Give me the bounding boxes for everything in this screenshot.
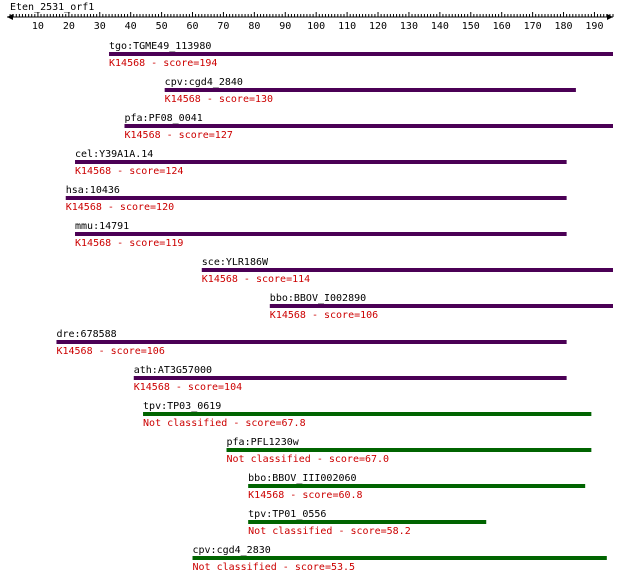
- hit-score-label[interactable]: K14568 - score=114: [202, 274, 310, 285]
- hit-gene-id[interactable]: dre:678588: [56, 329, 116, 340]
- hit-gene-id[interactable]: tpv:TP03_0619: [143, 401, 221, 412]
- ruler-tick-label: 150: [462, 21, 480, 32]
- hit-score-label[interactable]: Not classified - score=58.2: [248, 526, 411, 537]
- hit-gene-id[interactable]: bbo:BBOV_III002060: [248, 473, 356, 484]
- hit-gene-id[interactable]: cpv:cgd4_2830: [193, 545, 271, 556]
- hit-row[interactable]: tgo:TGME49_113980 K14568 - score=194: [109, 41, 613, 69]
- hit-gene-id[interactable]: tpv:TP01_0556: [248, 509, 326, 520]
- hit-score-label[interactable]: Not classified - score=67.0: [227, 454, 390, 465]
- hit-row[interactable]: pfa:PFL1230w Not classified - score=67.0: [226, 437, 592, 465]
- ruler-tick-label: 160: [493, 21, 511, 32]
- hit-alignment-bar[interactable]: [164, 88, 576, 92]
- ruler-tick-label: 190: [585, 21, 603, 32]
- hit-row[interactable]: bbo:BBOV_I002890 K14568 - score=106: [269, 293, 613, 321]
- hit-row[interactable]: tpv:TP03_0619 Not classified - score=67.8: [143, 401, 592, 429]
- ruler-tick-label: 10: [32, 21, 44, 32]
- ruler-tick-label: 60: [186, 21, 198, 32]
- hit-alignment-bar[interactable]: [124, 124, 613, 128]
- hit-score-label[interactable]: K14568 - score=106: [270, 310, 378, 321]
- ruler-tick-label: 180: [554, 21, 572, 32]
- hit-gene-id[interactable]: sce:YLR186W: [202, 257, 269, 268]
- hit-score-label[interactable]: Not classified - score=67.8: [143, 418, 306, 429]
- ruler-tick-label: 170: [524, 21, 542, 32]
- query-title: Eten_2531_orf1: [10, 2, 94, 13]
- hit-score-label[interactable]: K14568 - score=104: [134, 382, 242, 393]
- hit-row[interactable]: hsa:10436 K14568 - score=120: [65, 185, 567, 213]
- ruler-tick-label: 100: [307, 21, 325, 32]
- hit-alignment-bar[interactable]: [75, 160, 567, 164]
- hit-gene-id[interactable]: hsa:10436: [66, 185, 120, 196]
- hit-row[interactable]: sce:YLR186W K14568 - score=114: [201, 257, 614, 285]
- hit-score-label[interactable]: Not classified - score=53.5: [193, 562, 356, 573]
- ruler-tick-label: 70: [217, 21, 229, 32]
- hit-alignment-bar[interactable]: [226, 448, 592, 452]
- hit-score-label[interactable]: K14568 - score=124: [75, 166, 183, 177]
- hit-row[interactable]: ath:AT3G57000 K14568 - score=104: [133, 365, 567, 393]
- hit-score-label[interactable]: K14568 - score=127: [124, 130, 232, 141]
- ruler-tick-label: 90: [279, 21, 291, 32]
- hit-gene-id[interactable]: ath:AT3G57000: [134, 365, 212, 376]
- ruler-tick-label: 20: [63, 21, 75, 32]
- hit-row[interactable]: cpv:cgd4_2840 K14568 - score=130: [164, 77, 576, 105]
- hit-row[interactable]: bbo:BBOV_III002060 K14568 - score=60.8: [248, 473, 586, 501]
- hit-alignment-bar[interactable]: [248, 520, 487, 524]
- hit-row[interactable]: tpv:TP01_0556 Not classified - score=58.2: [248, 509, 487, 537]
- hit-alignment-bar[interactable]: [192, 556, 607, 560]
- ruler-tick-label: 120: [369, 21, 387, 32]
- hit-gene-id[interactable]: mmu:14791: [75, 221, 129, 232]
- hit-score-label[interactable]: K14568 - score=194: [109, 58, 217, 69]
- hit-gene-id[interactable]: tgo:TGME49_113980: [109, 41, 211, 52]
- hit-alignment-bar[interactable]: [143, 412, 592, 416]
- ruler-tick-label: 140: [431, 21, 449, 32]
- hit-score-label[interactable]: K14568 - score=106: [56, 346, 164, 357]
- hit-gene-id[interactable]: cpv:cgd4_2840: [165, 77, 243, 88]
- hit-score-label[interactable]: K14568 - score=60.8: [248, 490, 362, 501]
- ruler-tick-label: 40: [125, 21, 137, 32]
- hit-alignment-bar[interactable]: [248, 484, 586, 488]
- ruler-tick-label: 130: [400, 21, 418, 32]
- hit-alignment-bar[interactable]: [56, 340, 567, 344]
- hit-gene-id[interactable]: pfa:PFL1230w: [227, 437, 300, 448]
- ruler-tick-label: 80: [248, 21, 260, 32]
- hit-row[interactable]: cel:Y39A1A.14 K14568 - score=124: [75, 149, 567, 177]
- hit-gene-id[interactable]: pfa:PF08_0041: [124, 113, 202, 124]
- hit-row[interactable]: mmu:14791 K14568 - score=119: [75, 221, 567, 249]
- hit-gene-id[interactable]: bbo:BBOV_I002890: [270, 293, 366, 304]
- hit-row[interactable]: cpv:cgd4_2830 Not classified - score=53.5: [192, 545, 607, 573]
- hit-gene-id[interactable]: cel:Y39A1A.14: [75, 149, 153, 160]
- hit-row[interactable]: pfa:PF08_0041 K14568 - score=127: [124, 113, 613, 141]
- hit-alignment-bar[interactable]: [65, 196, 567, 200]
- hit-row[interactable]: dre:678588 K14568 - score=106: [56, 329, 567, 357]
- hit-score-label[interactable]: K14568 - score=130: [165, 94, 273, 105]
- ruler-tick-label: 50: [156, 21, 168, 32]
- hit-score-label[interactable]: K14568 - score=119: [75, 238, 183, 249]
- hit-alignment-bar[interactable]: [133, 376, 567, 380]
- ruler-tick-label: 30: [94, 21, 106, 32]
- hit-alignment-bar[interactable]: [269, 304, 613, 308]
- hit-alignment-bar[interactable]: [201, 268, 614, 272]
- hit-score-label[interactable]: K14568 - score=120: [66, 202, 174, 213]
- hit-alignment-bar[interactable]: [75, 232, 567, 236]
- hit-alignment-bar[interactable]: [109, 52, 613, 56]
- ruler-tick-label: 110: [338, 21, 356, 32]
